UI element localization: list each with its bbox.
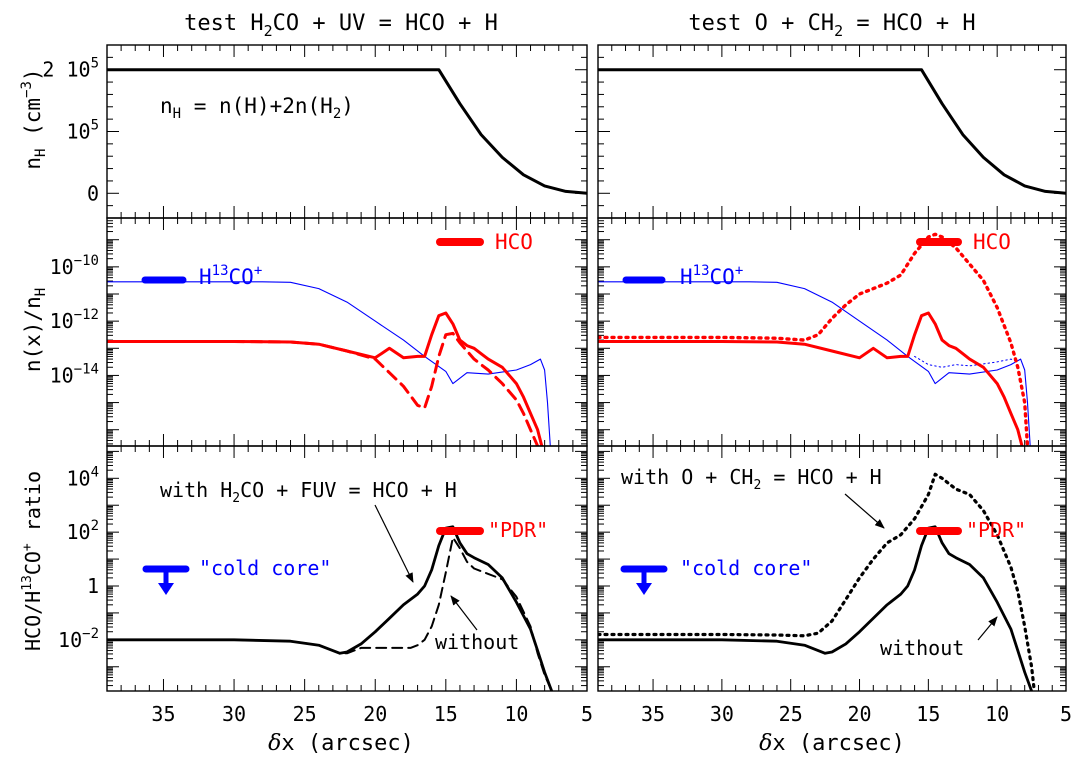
x-tick-label: 30 <box>222 702 246 726</box>
right-column-title: test O + CH2 = HCO + H <box>688 11 975 40</box>
left-top-series-n-h <box>107 68 587 195</box>
right-bottom-series-without <box>598 525 1033 691</box>
right-middle-series-h13co- <box>598 281 1031 446</box>
x-tick-label: 10 <box>985 702 1009 726</box>
right-x-axis-title: δx (arcsec) <box>759 731 905 756</box>
right-bottom-plot-area <box>598 472 1036 691</box>
right-cold-core-label: "cold core" <box>680 556 812 580</box>
x-tick-label: 20 <box>363 702 387 726</box>
left-pdr-label: "PDR" <box>488 518 548 542</box>
left-without-arrow <box>450 595 478 631</box>
right-top-plot-area <box>598 68 1066 195</box>
svg-text:nH (cm−3): nH (cm−3) <box>19 68 49 169</box>
nh-definition-label: nH = n(H)+2n(H2) <box>160 94 354 122</box>
right-middle-series-hco-without- <box>598 311 1024 446</box>
right-without-label: without <box>880 636 964 660</box>
right-with-label: with O + CH2 = HCO + H <box>621 465 882 493</box>
frame-layer <box>106 44 1067 692</box>
density-axis-title: nH (cm−3) <box>19 68 49 169</box>
x-tick-label: 15 <box>434 702 458 726</box>
y-tick-label: 2 105 <box>42 56 99 82</box>
right-h13co-legend-label: H13CO+ <box>680 263 743 289</box>
left-middle-series-hco-with- <box>107 311 544 446</box>
x-tick-label: 30 <box>710 702 734 726</box>
x-tick-label: 5 <box>581 702 593 726</box>
right-pdr-label: "PDR" <box>966 518 1026 542</box>
series-layer <box>107 68 1066 691</box>
y-tick-label: 10−2 <box>58 626 99 652</box>
left-x-axis-title: δx (arcsec) <box>268 731 414 756</box>
x-tick-label: 5 <box>1060 702 1072 726</box>
y-tick-label: 10−14 <box>50 361 99 387</box>
left-middle-plot-area <box>107 281 551 446</box>
left-bottom-series-without <box>107 536 553 691</box>
right-bottom-frame <box>597 445 1067 692</box>
ratio-axis-title: HCO/H13CO+ ratio <box>20 471 45 651</box>
right-middle-series-h13co-with-o-ch2- <box>914 355 1019 368</box>
right-top-series-n-h <box>598 68 1066 195</box>
left-with-label: with H2CO + FUV = HCO + H <box>160 478 457 506</box>
right-with-arrow <box>844 493 885 529</box>
right-without-arrow <box>977 616 998 641</box>
svg-text:n(x)/nH: n(x)/nH <box>21 288 49 372</box>
left-middle-series-h13co- <box>107 281 551 446</box>
left-hco-legend-label: HCO <box>495 230 533 254</box>
y-tick-label: 10−10 <box>50 253 99 279</box>
right-bottom-series-with-o-ch2 <box>598 472 1036 691</box>
x-tick-label: 10 <box>504 702 528 726</box>
y-tick-label: 10−12 <box>50 307 99 333</box>
right-cold-core-marker <box>620 565 668 595</box>
left-top-plot-area <box>107 68 587 195</box>
svg-text:HCO/H13CO+ ratio: HCO/H13CO+ ratio <box>20 471 45 651</box>
legend-marker-layer <box>141 238 962 595</box>
left-column-title: test H2CO + UV = HCO + H <box>184 11 498 40</box>
right-middle-series-hco-with-o-ch2- <box>598 232 1030 446</box>
y-tick-label: 102 <box>66 518 99 544</box>
x-tick-label: 35 <box>151 702 175 726</box>
x-tick-label: 15 <box>916 702 940 726</box>
y-tick-label: 105 <box>66 118 99 144</box>
x-tick-label: 25 <box>779 702 803 726</box>
y-tick-label: 0 <box>87 181 99 205</box>
left-cold-core-marker <box>142 565 190 595</box>
x-tick-label: 20 <box>847 702 871 726</box>
left-with-arrow <box>374 504 414 583</box>
left-bottom-series-with <box>107 525 554 691</box>
left-cold-core-label: "cold core" <box>199 556 331 580</box>
left-bottom-frame <box>106 445 588 692</box>
abundance-axis-title: n(x)/nH <box>21 288 49 372</box>
x-tick-label: 35 <box>641 702 665 726</box>
left-bottom-plot-area <box>107 525 554 691</box>
x-tick-label: 25 <box>293 702 317 726</box>
right-hco-legend-label: HCO <box>973 230 1011 254</box>
y-tick-label: 104 <box>66 464 99 490</box>
left-middle-series-hco-without- <box>107 331 540 446</box>
right-middle-plot-area <box>598 232 1031 446</box>
left-h13co-legend-label: H13CO+ <box>199 263 262 289</box>
left-without-label: without <box>435 630 519 654</box>
y-tick-label: 1 <box>87 574 99 598</box>
